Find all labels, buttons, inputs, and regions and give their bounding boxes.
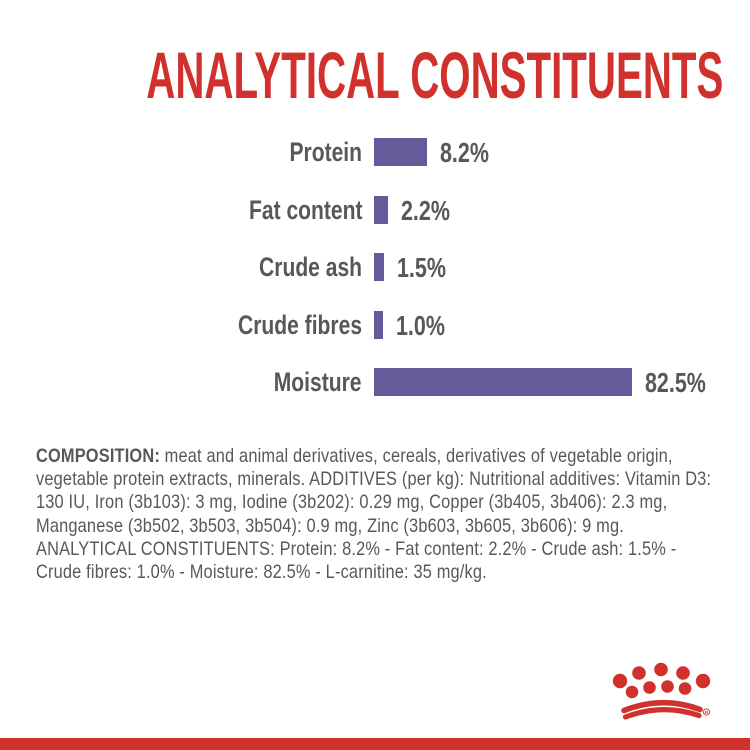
crown-pearl — [632, 666, 646, 680]
composition-body: meat and animal derivatives, cereals, de… — [36, 445, 712, 584]
crown-pearl — [661, 680, 674, 693]
chart-row: Protein 8.2% — [0, 137, 750, 168]
royal-canin-crown-logo: R — [612, 662, 711, 720]
chart-row: Moisture 82.5% — [0, 367, 750, 398]
bar — [374, 368, 632, 396]
bar-value-label: 82.5% — [645, 367, 706, 398]
bar-category-label: Protein — [289, 137, 362, 167]
chart-row: Fat content 2.2% — [0, 194, 750, 226]
crown-pearl — [676, 666, 690, 680]
bar-value-label: 2.2% — [401, 194, 451, 226]
composition-text: COMPOSITION: meat and animal derivatives… — [36, 445, 718, 584]
crown-pearl — [654, 662, 668, 677]
crown-pearl — [678, 682, 692, 695]
composition-lead: COMPOSITION: — [36, 445, 160, 467]
bar-category-label: Moisture — [274, 367, 362, 397]
bar-category-label: Crude fibres — [237, 309, 362, 340]
bar — [374, 195, 389, 224]
crown-pearl — [625, 685, 639, 699]
crown-pearl — [695, 673, 711, 689]
analytical-constituents-chart: Protein 8.2% Fat content 2.2% Crude ash … — [0, 138, 750, 428]
registered-mark-icon — [702, 708, 711, 716]
page-title: ANALYTICAL CONSTITUENTS — [146, 38, 724, 112]
footer-red-bar — [0, 738, 750, 750]
crown-pearl — [612, 673, 628, 689]
bar — [374, 310, 383, 339]
crown-band-upper — [621, 699, 703, 714]
bar-category-label: Fat content — [248, 194, 362, 225]
registered-mark-letter: R — [705, 710, 709, 715]
crown-band-lower — [622, 707, 702, 720]
bar — [374, 253, 384, 281]
bar-value-label: 1.5% — [396, 252, 446, 283]
bar-category-label: Crude ash — [259, 252, 362, 282]
bar — [374, 138, 428, 166]
crown-pearl — [643, 681, 656, 694]
chart-row: Crude fibres 1.0% — [0, 309, 750, 341]
bar-value-label: 1.0% — [396, 309, 445, 341]
chart-row: Crude ash 1.5% — [0, 252, 750, 283]
bar-value-label: 8.2% — [440, 137, 490, 168]
